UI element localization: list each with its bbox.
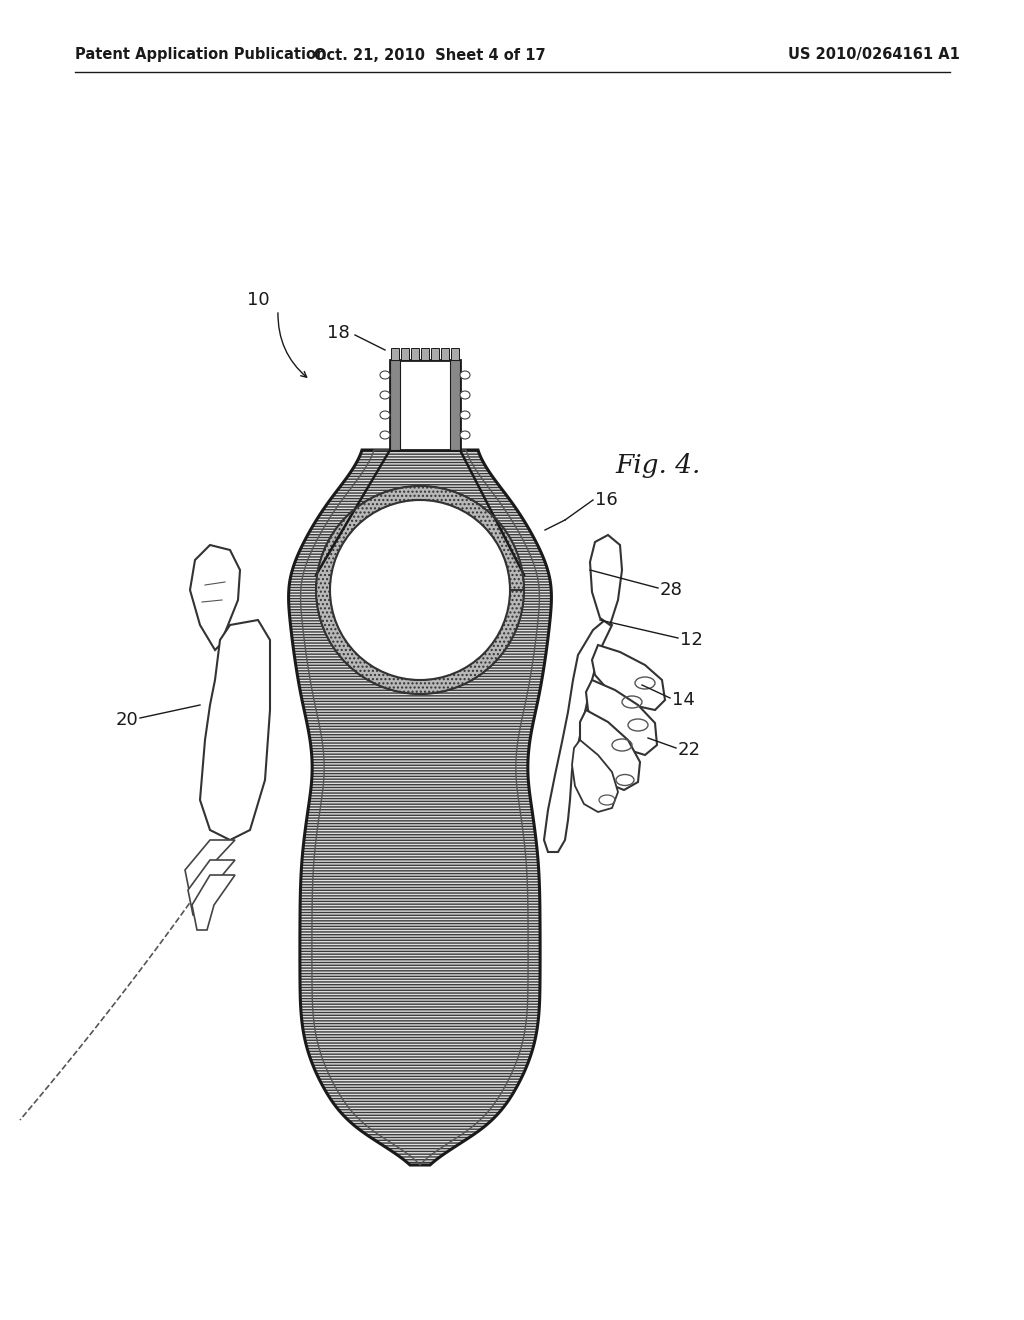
Polygon shape	[586, 680, 657, 755]
Ellipse shape	[460, 391, 470, 399]
Polygon shape	[185, 840, 234, 895]
Polygon shape	[450, 360, 460, 450]
Text: Fig. 4.: Fig. 4.	[615, 453, 700, 478]
Polygon shape	[592, 645, 665, 710]
Polygon shape	[390, 360, 400, 450]
Text: 18: 18	[328, 323, 350, 342]
Text: 22: 22	[678, 741, 701, 759]
Text: 12: 12	[680, 631, 702, 649]
Polygon shape	[390, 360, 460, 450]
Text: 10: 10	[248, 290, 270, 309]
Polygon shape	[544, 620, 612, 851]
Ellipse shape	[380, 432, 390, 440]
Polygon shape	[401, 348, 409, 360]
Polygon shape	[190, 545, 240, 649]
Polygon shape	[193, 875, 234, 931]
Ellipse shape	[380, 391, 390, 399]
Polygon shape	[590, 535, 622, 624]
Polygon shape	[451, 348, 459, 360]
Ellipse shape	[460, 432, 470, 440]
Text: 14: 14	[672, 690, 695, 709]
Text: Oct. 21, 2010  Sheet 4 of 17: Oct. 21, 2010 Sheet 4 of 17	[314, 48, 546, 62]
Polygon shape	[431, 348, 439, 360]
Polygon shape	[391, 348, 399, 360]
Polygon shape	[441, 348, 449, 360]
Polygon shape	[289, 450, 551, 1166]
Polygon shape	[572, 741, 618, 812]
Ellipse shape	[460, 411, 470, 418]
Polygon shape	[188, 861, 234, 915]
Polygon shape	[200, 620, 270, 840]
Polygon shape	[316, 486, 524, 694]
Ellipse shape	[380, 411, 390, 418]
Text: 16: 16	[595, 491, 617, 510]
Polygon shape	[421, 348, 429, 360]
Ellipse shape	[460, 371, 470, 379]
Text: 20: 20	[116, 711, 138, 729]
Text: 28: 28	[660, 581, 683, 599]
Circle shape	[330, 500, 510, 680]
Text: Patent Application Publication: Patent Application Publication	[75, 48, 327, 62]
Polygon shape	[580, 710, 640, 789]
Polygon shape	[411, 348, 419, 360]
Ellipse shape	[380, 371, 390, 379]
Text: US 2010/0264161 A1: US 2010/0264161 A1	[788, 48, 961, 62]
